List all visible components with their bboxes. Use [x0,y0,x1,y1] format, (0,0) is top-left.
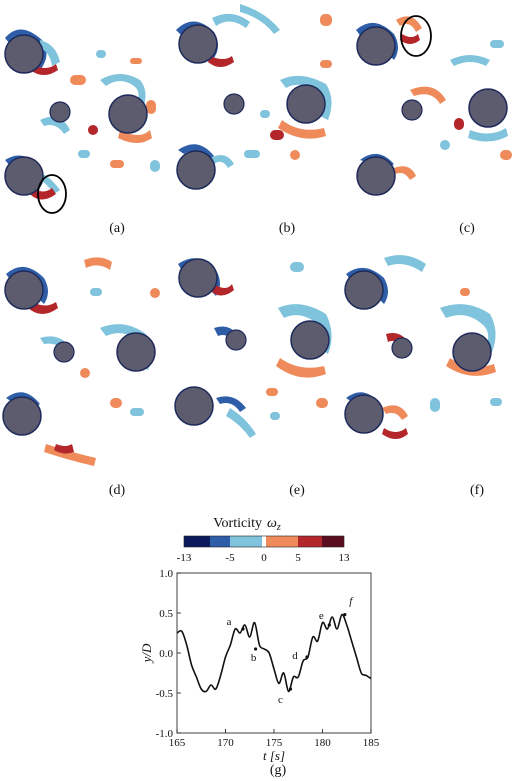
annotation-label: d [292,650,298,662]
colorbar-swatch [210,536,230,547]
panel-label-a: (a) [109,221,125,236]
cylinder [356,26,396,66]
annotation-marker [343,613,347,617]
cylinder [223,93,245,115]
colorbar-title: Vorticity [213,516,262,531]
cylinder [49,101,71,123]
colorbar: Vorticity ωz -13 -5 0 5 13 [177,516,350,564]
y-tick-label: 0.0 [159,648,173,660]
chart-g: 165 170 175 180 185 -1.0 -0.5 0.0 0.5 1.0 a b c d e f… [139,568,380,778]
cylinder [4,34,44,74]
panel-label-f: (f) [470,483,484,498]
colorbar-tick: -5 [225,552,235,564]
y-tick-label: -1.0 [156,728,174,740]
cylinder [391,337,413,359]
panel-label-c: (c) [459,221,475,236]
annotation-marker [305,655,309,659]
x-tick-label: 165 [169,737,186,749]
x-tick-label: 185 [363,737,380,749]
colorbar-tick: -13 [177,552,192,564]
y-tick-label: -0.5 [156,688,174,700]
annotation-label: e [319,610,324,622]
panel-b [176,4,332,190]
colorbar-tick: 5 [295,552,301,564]
annotation-marker [253,647,258,651]
cylinder [174,386,214,426]
cylinder [356,156,396,196]
panel-label-e: (e) [289,483,305,498]
panel-label-d: (d) [109,483,126,498]
cylinder [108,94,148,134]
highlight-ellipse [37,174,67,214]
panel-c [356,15,512,196]
y-axis-label: y/D [139,643,154,664]
x-tick-label: 180 [314,737,331,749]
panel-d [2,257,160,466]
cylinder [116,332,156,372]
cylinder [401,99,423,121]
colorbar-swatch [266,536,298,547]
highlight-ellipse [400,15,432,57]
annotation-marker [288,687,293,691]
plot-frame [176,572,372,734]
cylinder [344,270,384,310]
annotations: a b c d e f [227,596,355,706]
colorbar-swatches [184,536,344,547]
colorbar-symbol: ωz [267,516,281,533]
cylinder [2,396,42,436]
cylinder [4,156,44,196]
annotation-marker [241,627,245,631]
cylinder [344,394,384,434]
x-tick-label: 175 [266,737,283,749]
panel-a [4,29,160,214]
colorbar-swatch [184,536,210,547]
cylinder [178,24,218,64]
cylinder [4,270,44,310]
panel-label-g: (g) [270,763,287,778]
colorbar-swatch [262,536,266,547]
panel-e [174,258,332,438]
colorbar-swatch [322,536,344,547]
x-tick-label: 170 [217,737,234,749]
colorbar-tick: 0 [261,552,267,564]
cylinder [286,84,326,124]
cylinder [178,258,218,298]
cylinder [468,88,508,128]
series-line [176,613,372,693]
y-tick-label: 1.0 [159,568,173,580]
y-tick-label: 0.5 [159,608,173,620]
cylinder [53,341,75,363]
colorbar-tick: 13 [339,552,351,564]
colorbar-swatch [298,536,322,547]
annotation-marker [327,623,331,627]
annotation-label: c [278,694,283,706]
cylinder [176,150,216,190]
cylinder [225,329,247,351]
colorbar-swatch [230,536,262,547]
cylinder [290,320,330,360]
annotation-label: a [227,616,232,628]
y-axis: -1.0 -0.5 0.0 0.5 1.0 [156,568,181,740]
panel-label-b: (b) [279,221,296,236]
panel-f [344,255,502,439]
annotation-label: f [349,596,354,608]
colorbar-frame [183,535,345,548]
x-axis-label: t [s] [263,748,285,763]
annotation-label: b [251,652,257,664]
x-axis: 165 170 175 180 185 [169,729,380,749]
cylinder [452,332,492,372]
